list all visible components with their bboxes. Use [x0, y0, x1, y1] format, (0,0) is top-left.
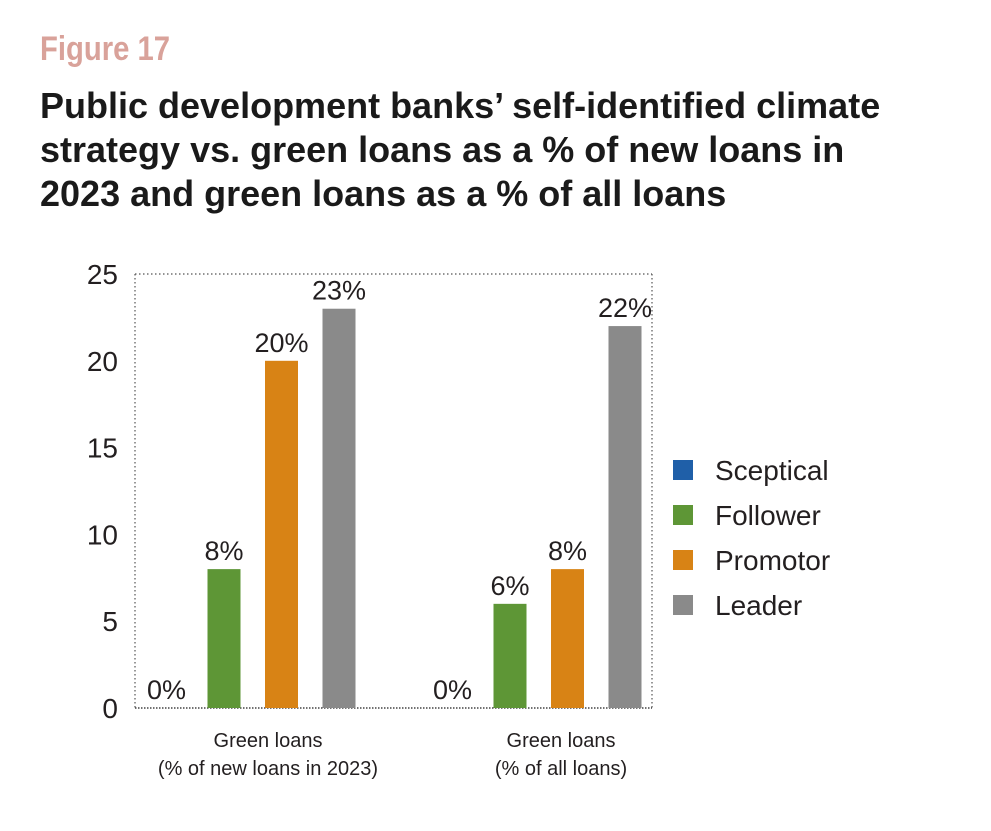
data-label: 8%: [204, 536, 243, 566]
bars: 0% 0% 8% 6% 20% 8% 23% 22%: [147, 276, 652, 708]
title-line-1: Public development banks’ self-identifie…: [40, 85, 881, 126]
y-tick-label: 5: [102, 606, 118, 637]
data-label: 23%: [312, 276, 366, 306]
bar-follower-1: [207, 569, 241, 708]
y-axis: 0 5 10 15 20 25: [87, 259, 118, 724]
data-label: 8%: [548, 536, 587, 566]
data-label: 0%: [433, 675, 472, 705]
legend-label: Leader: [715, 590, 802, 621]
x-category-label: Green loans: [507, 730, 616, 752]
x-axis: Green loans (% of new loans in 2023) Green…: [158, 730, 627, 780]
legend-label: Sceptical: [715, 455, 829, 486]
legend-swatch-follower: [673, 505, 693, 525]
bar-leader-1: [322, 308, 356, 708]
data-label: 20%: [254, 328, 308, 358]
y-tick-label: 20: [87, 346, 118, 377]
legend-label: Promotor: [715, 545, 830, 576]
title-line-3: 2023 and green loans as a % of all loans: [40, 173, 727, 214]
data-label: 22%: [598, 293, 652, 323]
x-category-label: Green loans: [214, 730, 323, 752]
title-line-2: strategy vs. green loans as a % of new l…: [40, 129, 845, 170]
data-label: 0%: [147, 675, 186, 705]
bar-promotor-1: [265, 360, 298, 708]
bar-promotor-2: [551, 569, 584, 708]
legend-swatch-leader: [673, 595, 693, 615]
data-label: 6%: [490, 571, 529, 601]
plot-frame: [134, 273, 653, 709]
y-tick-label: 10: [87, 519, 118, 550]
y-tick-label: 15: [87, 433, 118, 464]
x-category-label: (% of all loans): [495, 758, 627, 780]
figure-label: Figure 17: [40, 30, 171, 68]
chart-title: Public development banks’ self-identifie…: [40, 84, 980, 216]
y-tick-label: 25: [87, 259, 118, 290]
legend: Sceptical Follower Promotor Leader: [673, 455, 830, 621]
legend-swatch-sceptical: [673, 460, 693, 480]
x-category-label: (% of new loans in 2023): [158, 758, 378, 780]
bar-follower-2: [493, 603, 527, 708]
bar-leader-2: [608, 326, 642, 708]
legend-label: Follower: [715, 500, 821, 531]
y-tick-label: 0: [102, 693, 118, 724]
legend-swatch-promotor: [673, 550, 693, 570]
